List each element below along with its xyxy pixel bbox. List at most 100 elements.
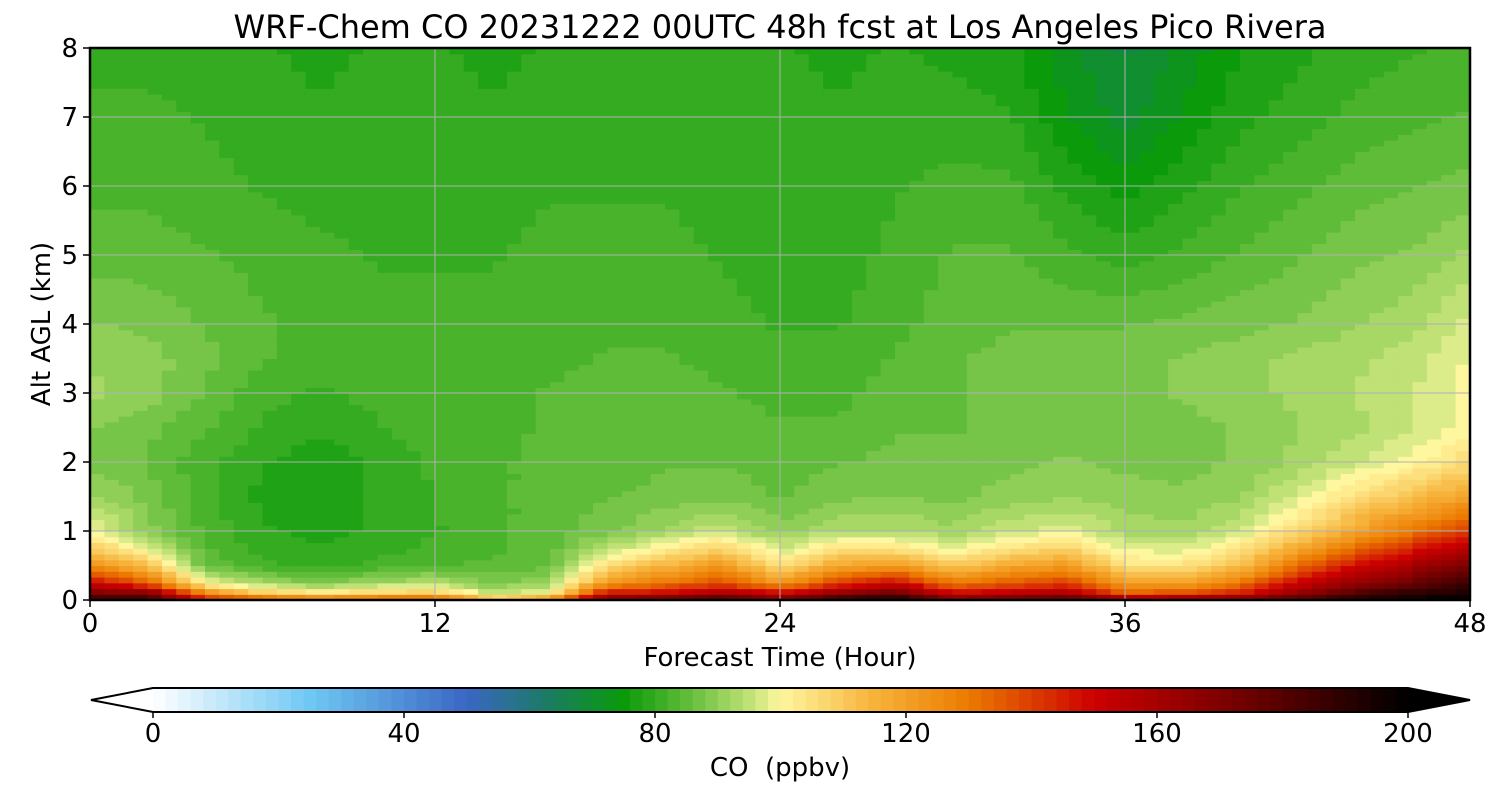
co-cell bbox=[348, 94, 364, 101]
co-cell bbox=[693, 439, 709, 446]
co-cell bbox=[276, 140, 292, 147]
co-cell bbox=[679, 59, 695, 66]
co-cell bbox=[219, 347, 235, 354]
co-cell bbox=[320, 174, 335, 181]
co-cell bbox=[435, 490, 450, 498]
co-cell bbox=[621, 398, 637, 406]
co-cell bbox=[794, 249, 810, 256]
co-cell bbox=[320, 433, 335, 440]
co-cell bbox=[320, 375, 335, 383]
co-cell bbox=[276, 577, 292, 584]
co-cell bbox=[104, 519, 120, 526]
co-cell bbox=[406, 404, 422, 411]
co-cell bbox=[449, 312, 465, 319]
co-cell bbox=[291, 370, 307, 377]
co-cell bbox=[118, 502, 134, 509]
co-cell bbox=[205, 117, 220, 124]
co-cell bbox=[535, 76, 551, 84]
co-cell bbox=[320, 249, 335, 256]
co-cell bbox=[219, 548, 235, 555]
co-cell bbox=[751, 318, 767, 325]
co-cell bbox=[708, 416, 724, 423]
co-cell bbox=[823, 306, 839, 314]
co-cell bbox=[161, 191, 177, 199]
co-cell bbox=[492, 381, 508, 388]
co-cell bbox=[492, 479, 508, 486]
co-cell bbox=[391, 53, 407, 61]
co-cell bbox=[248, 186, 264, 193]
co-cell bbox=[420, 479, 436, 486]
co-cell bbox=[320, 370, 335, 377]
co-cell bbox=[233, 427, 249, 434]
co-cell bbox=[391, 427, 407, 434]
co-cell bbox=[521, 485, 537, 492]
co-cell bbox=[391, 542, 407, 549]
co-cell bbox=[219, 71, 235, 78]
co-cell bbox=[147, 387, 163, 394]
co-cell bbox=[751, 335, 767, 342]
co-cell bbox=[104, 65, 120, 72]
co-cell bbox=[708, 306, 724, 314]
co-cell bbox=[90, 519, 105, 526]
co-cell bbox=[248, 375, 264, 383]
co-cell bbox=[693, 272, 709, 279]
co-cell bbox=[262, 427, 278, 434]
co-cell bbox=[665, 404, 680, 411]
co-cell bbox=[478, 381, 494, 388]
co-cell bbox=[305, 542, 321, 549]
co-cell bbox=[176, 410, 192, 417]
co-cell bbox=[564, 226, 580, 233]
co-cell bbox=[320, 341, 335, 348]
co-cell bbox=[363, 536, 379, 544]
co-cell bbox=[219, 554, 235, 561]
co-cell bbox=[276, 180, 292, 187]
co-cell bbox=[406, 559, 422, 567]
co-cell bbox=[578, 548, 594, 555]
co-cell bbox=[650, 140, 666, 147]
co-cell bbox=[535, 53, 551, 61]
co-cell bbox=[722, 329, 738, 337]
co-cell bbox=[305, 48, 321, 55]
co-cell bbox=[449, 450, 465, 457]
co-cell bbox=[305, 255, 321, 262]
co-cell bbox=[348, 582, 364, 590]
co-cell bbox=[823, 301, 839, 308]
co-cell bbox=[492, 565, 508, 572]
co-cell bbox=[621, 462, 637, 469]
co-cell bbox=[205, 226, 220, 233]
co-cell bbox=[808, 186, 824, 193]
co-cell bbox=[736, 180, 752, 187]
co-cell bbox=[794, 111, 810, 118]
co-cell bbox=[104, 117, 120, 124]
co-cell bbox=[521, 226, 537, 233]
co-cell bbox=[147, 588, 163, 595]
co-cell bbox=[679, 347, 695, 354]
co-cell bbox=[233, 209, 249, 216]
co-cell bbox=[650, 479, 666, 486]
co-cell bbox=[190, 324, 206, 331]
co-cell bbox=[205, 404, 220, 411]
co-cell bbox=[291, 220, 307, 227]
co-cell bbox=[348, 278, 364, 285]
co-cell bbox=[291, 76, 307, 84]
co-cell bbox=[780, 467, 795, 475]
co-cell bbox=[133, 260, 149, 268]
co-cell bbox=[521, 82, 537, 89]
co-cell bbox=[420, 53, 436, 61]
co-cell bbox=[147, 324, 163, 331]
co-cell bbox=[736, 410, 752, 417]
co-cell bbox=[765, 151, 781, 158]
co-cell bbox=[190, 99, 206, 107]
co-cell bbox=[708, 536, 724, 544]
co-cell bbox=[176, 111, 192, 118]
co-cell bbox=[233, 462, 249, 469]
co-cell bbox=[593, 393, 609, 400]
co-cell bbox=[291, 490, 307, 498]
co-cell bbox=[205, 174, 220, 181]
co-cell bbox=[506, 513, 522, 521]
co-cell bbox=[320, 410, 335, 417]
co-cell bbox=[291, 427, 307, 434]
co-cell bbox=[751, 186, 767, 193]
co-cell bbox=[693, 485, 709, 492]
co-cell bbox=[708, 582, 724, 590]
